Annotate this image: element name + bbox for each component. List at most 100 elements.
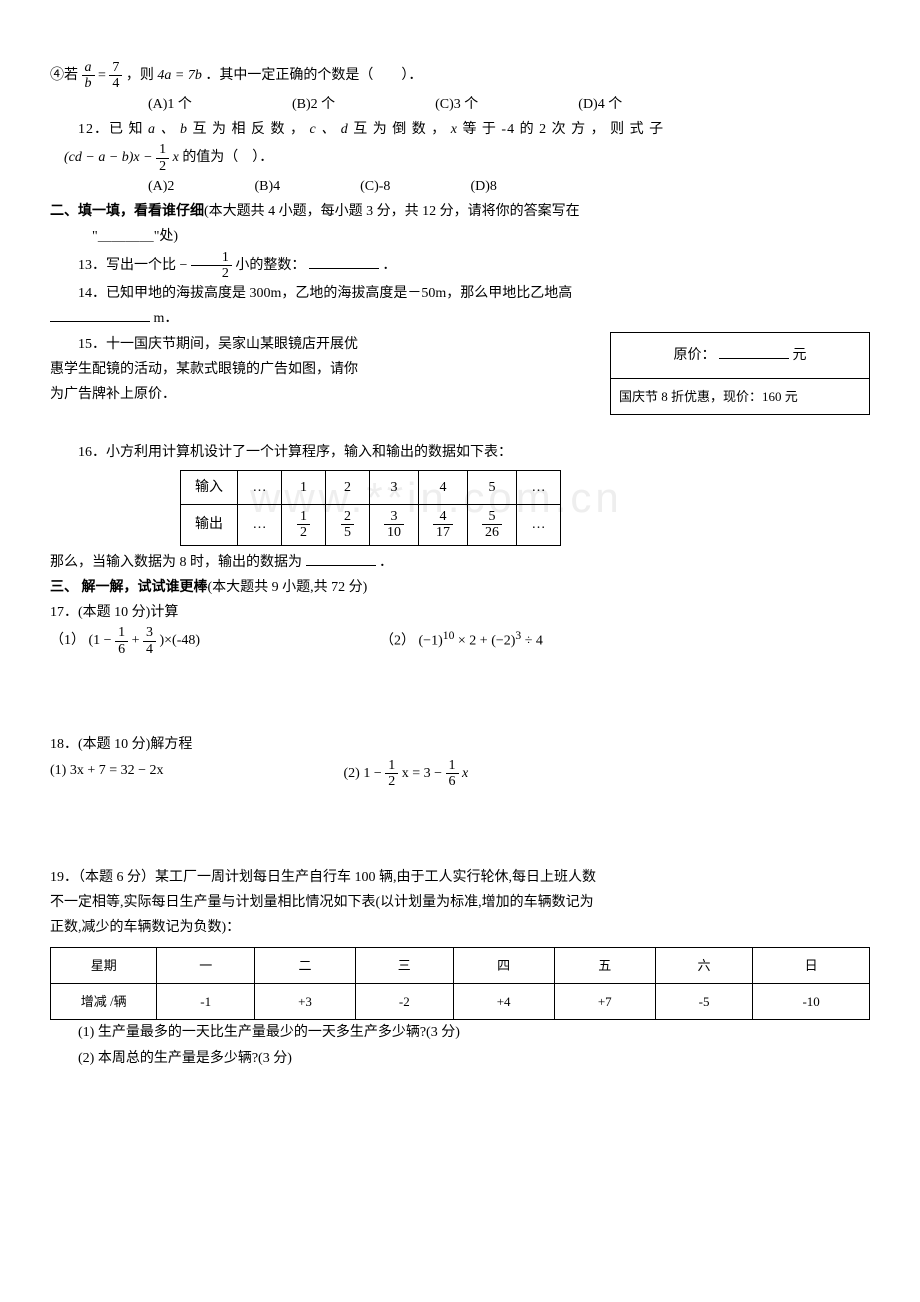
opt-b: (B)4 — [254, 174, 280, 199]
q16-line: 16．小方利用计算机设计了一个计算程序，输入和输出的数据如下表： — [50, 440, 870, 465]
io-row-out: 输出 … 12 25 310 417 526 … — [181, 504, 561, 545]
q4-eq: 4a = 7b — [157, 68, 201, 83]
q4-line: ④若 a b = 7 4 ，则 4a = 7b ．其中一定正确的个数是（ ）． — [50, 60, 870, 92]
c: +4 — [453, 983, 554, 1019]
q15-text: 15．十一国庆节期间，吴家山某眼镜店开展优 惠学生配镜的活动，某款式眼镜的广告如… — [50, 332, 596, 408]
t: ． — [379, 555, 393, 570]
c: 日 — [753, 947, 870, 983]
t: 互 为 相 反 数 ， — [193, 122, 310, 137]
t: 12．已 知 — [78, 122, 148, 137]
c: 星期 — [51, 947, 157, 983]
c: 五 — [554, 947, 655, 983]
opt-b: (B)2 个 — [292, 92, 335, 117]
q19-l1: 19．（本题 6 分）某工厂一周计划每日生产自行车 100 辆,由于工人实行轮休… — [50, 865, 870, 890]
c: 12 — [282, 504, 326, 545]
c: 3 — [370, 470, 419, 504]
q19-s2: (2) 本周总的生产量是多少辆?(3 分) — [50, 1046, 870, 1071]
section-2-header: 二、填一填，看看谁仔细(本大题共 4 小题，每小题 3 分，共 12 分，请将你… — [50, 199, 870, 224]
opt-d: (D)4 个 — [578, 92, 622, 117]
q15-wrap: 15．十一国庆节期间，吴家山某眼镜店开展优 惠学生配镜的活动，某款式眼镜的广告如… — [50, 332, 870, 416]
frac-74: 7 4 — [109, 60, 122, 92]
t: )×(-48) — [159, 633, 200, 648]
ad-bottom: 国庆节 8 折优惠，现价：160 元 — [611, 378, 869, 414]
den: 2 — [222, 266, 229, 281]
q4-options: (A)1 个 (B)2 个 (C)3 个 (D)4 个 — [148, 92, 870, 117]
ad-box: 原价： 元 国庆节 8 折优惠，现价：160 元 — [610, 332, 870, 416]
q17-2: （2） (−1)10 × 2 + (−2)3 ÷ 4 — [380, 625, 543, 657]
c: 增减 /辆 — [51, 983, 157, 1019]
f: 12 — [385, 758, 398, 790]
blank — [306, 552, 376, 566]
l: 15．十一国庆节期间，吴家山某眼镜店开展优 — [50, 332, 596, 357]
q18-row: (1) 3x + 7 = 32 − 2x (2) 1 − 12 x = 3 − … — [50, 758, 870, 790]
c: 一 — [157, 947, 254, 983]
t: 三、 解一解，试试谁更棒 — [50, 580, 208, 595]
c: 二 — [254, 947, 355, 983]
blank — [719, 345, 789, 359]
c: 输出 — [181, 504, 238, 545]
q16-tail: 那么，当输入数据为 8 时，输出的数据为 ． — [50, 550, 870, 575]
c: 四 — [453, 947, 554, 983]
q17-row: （1） (1 − 16 + 34 )×(-48) （2） (−1)10 × 2 … — [50, 625, 870, 657]
t: c 、 d — [310, 122, 349, 137]
q4-prefix: ④若 — [50, 68, 78, 83]
t: 那么，当输入数据为 8 时，输出的数据为 — [50, 555, 302, 570]
num: 7 — [112, 60, 119, 75]
q12-line2: (cd − a − b)x − 1 2 x 的值为（ ）． — [64, 142, 870, 174]
c: 310 — [370, 504, 419, 545]
t: (1 − — [89, 633, 112, 648]
t: 的值为（ ）． — [182, 150, 273, 165]
q12-options: (A)2 (B)4 (C)-8 (D)8 — [148, 174, 870, 199]
t: (cd − a − b)x − — [64, 150, 153, 165]
c: -1 — [157, 983, 254, 1019]
t: ÷ 4 — [525, 634, 543, 649]
ad-top: 原价： 元 — [611, 333, 869, 378]
q18-1: (1) 3x + 7 = 32 − 2x — [50, 758, 164, 790]
l: 惠学生配镜的活动，某款式眼镜的广告如图，请你 — [50, 357, 596, 382]
t: 互 为 倒 数 ， — [353, 122, 451, 137]
l: 为广告牌补上原价． — [50, 382, 596, 407]
num: 1 — [159, 142, 166, 157]
opt-c: (C)-8 — [360, 174, 390, 199]
q19-l2: 不一定相等,实际每日生产量与计划量相比情况如下表(以计划量为标准,增加的车辆数记… — [50, 890, 870, 915]
c: 2 — [326, 470, 370, 504]
q19-s1: (1) 生产量最多的一天比生产量最少的一天多生产多少辆?(3 分) — [50, 1020, 870, 1045]
c: 5 — [468, 470, 517, 504]
den: b — [85, 76, 92, 91]
den: 2 — [159, 159, 166, 174]
t: x — [451, 122, 458, 137]
c: +7 — [554, 983, 655, 1019]
q17: 17．(本题 10 分)计算 — [50, 600, 870, 625]
q19-l3: 正数,减少的车辆数记为负数)： — [50, 915, 870, 940]
q12-line1: 12．已 知 a 、 b 互 为 相 反 数 ， c 、 d 互 为 倒 数 ，… — [50, 117, 870, 142]
t: x — [462, 766, 468, 781]
eq-sym: = — [98, 68, 109, 83]
c: 25 — [326, 504, 370, 545]
t: (本大题共 4 小题，每小题 3 分，共 12 分，请将你的答案写在 — [204, 204, 580, 219]
t: × 2 + (−2) — [458, 634, 516, 649]
io-table: 输入 … 1 2 3 4 5 … 输出 … 12 25 310 417 526 … — [180, 470, 561, 546]
q14-line1: 14．已知甲地的海拔高度是 300m，乙地的海拔高度是－50m，那么甲地比乙地高 — [50, 281, 870, 306]
t: (2) 1 − — [344, 766, 382, 781]
opt-d: (D)8 — [470, 174, 496, 199]
t: (本大题共 9 小题,共 72 分) — [208, 580, 368, 595]
c: -5 — [655, 983, 752, 1019]
opt-a: (A)1 个 — [148, 92, 192, 117]
opt-c: (C)3 个 — [435, 92, 478, 117]
t: 13．写出一个比 — [78, 258, 176, 273]
io-row-in: 输入 … 1 2 3 4 5 … — [181, 470, 561, 504]
opt-a: (A)2 — [148, 174, 174, 199]
t: 小的整数： — [235, 258, 305, 273]
q4-mid: ，则 — [126, 68, 154, 83]
sign: − — [180, 258, 188, 273]
t: ． — [382, 258, 396, 273]
t: + — [132, 633, 140, 648]
c: +3 — [254, 983, 355, 1019]
t: （1） — [50, 633, 85, 648]
exp: 10 — [443, 629, 455, 642]
c: … — [238, 470, 282, 504]
q4-suffix: ．其中一定正确的个数是（ ）． — [205, 68, 422, 83]
t: (1) 3x + 7 = 32 − 2x — [50, 763, 164, 778]
section-2-line2: "＿＿＿＿"处) — [92, 224, 870, 249]
exp: 3 — [515, 629, 521, 642]
